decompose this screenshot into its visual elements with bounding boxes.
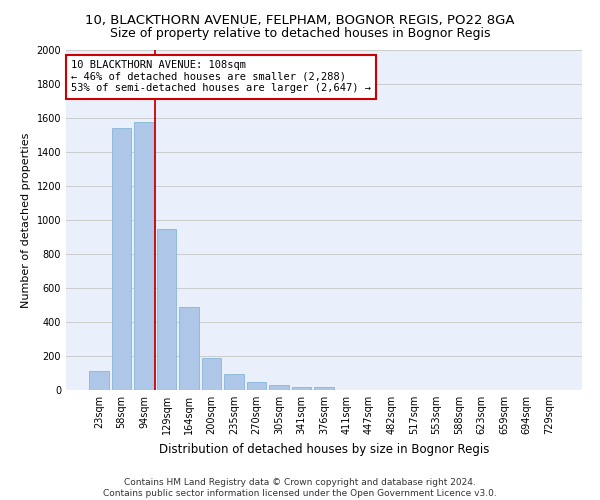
X-axis label: Distribution of detached houses by size in Bognor Regis: Distribution of detached houses by size … [159,442,489,456]
Bar [247,382,266,390]
Bar [157,228,176,390]
Bar [89,372,109,390]
Bar [224,374,244,390]
Bar [269,385,289,390]
Text: 10 BLACKTHORN AVENUE: 108sqm
← 46% of detached houses are smaller (2,288)
53% of: 10 BLACKTHORN AVENUE: 108sqm ← 46% of de… [71,60,371,94]
Bar [314,388,334,390]
Y-axis label: Number of detached properties: Number of detached properties [21,132,31,308]
Bar [202,358,221,390]
Bar [134,122,154,390]
Text: 10, BLACKTHORN AVENUE, FELPHAM, BOGNOR REGIS, PO22 8GA: 10, BLACKTHORN AVENUE, FELPHAM, BOGNOR R… [85,14,515,27]
Bar [112,128,131,390]
Bar [292,386,311,390]
Bar [179,306,199,390]
Text: Size of property relative to detached houses in Bognor Regis: Size of property relative to detached ho… [110,28,490,40]
Text: Contains HM Land Registry data © Crown copyright and database right 2024.
Contai: Contains HM Land Registry data © Crown c… [103,478,497,498]
